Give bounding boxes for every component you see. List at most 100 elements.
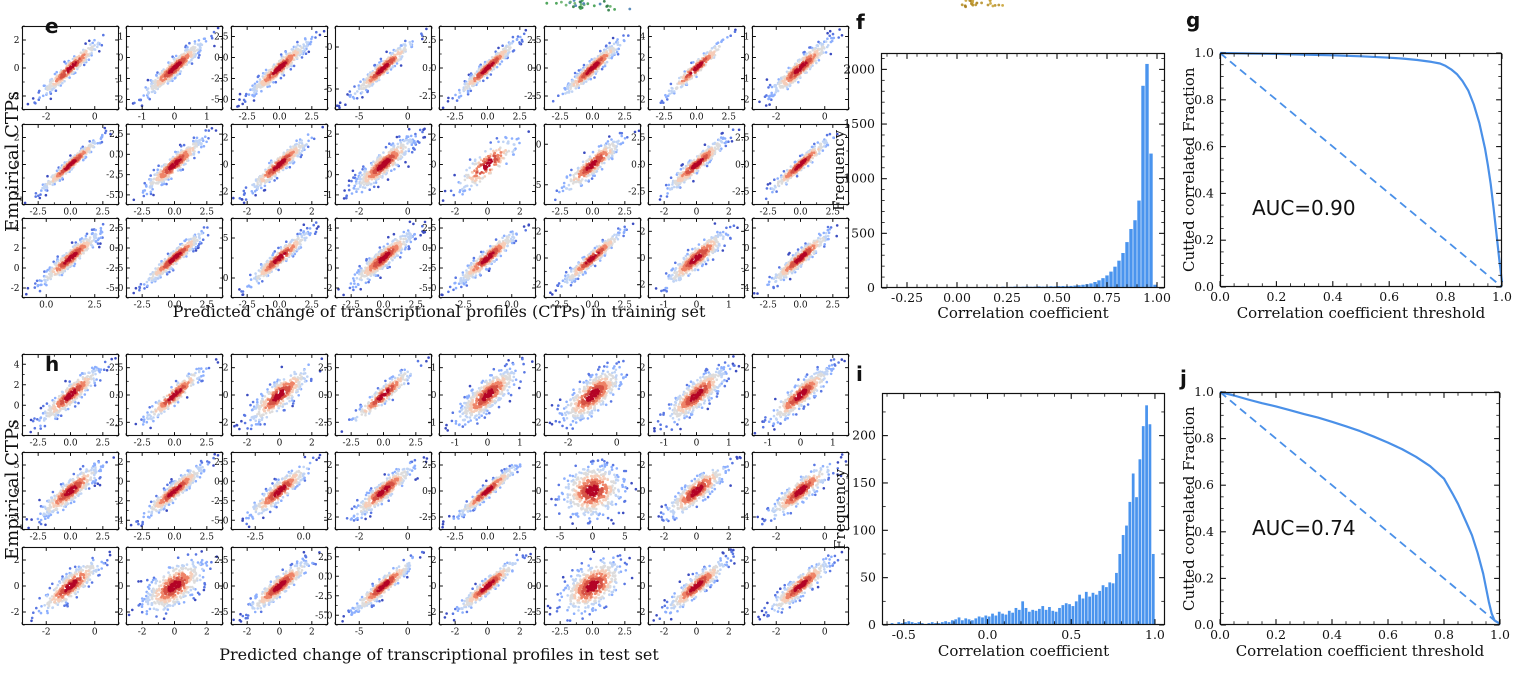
svg-text:-2: -2 [219, 188, 228, 198]
svg-text:-2: -2 [115, 96, 124, 106]
svg-text:2.5: 2.5 [721, 113, 736, 123]
scatter-subplot-e-r2-c5: -2 0 220-2 [428, 123, 537, 218]
panel-f-xlabel: Correlation coefficient [881, 304, 1165, 322]
scatter-subplot-h-r2-c3: -2.5 0.02.50.0-2.5-5.0 [211, 451, 328, 543]
scatter-subplot-h-r2-c2: -2.5 0.0 2.520-2-4 [115, 451, 224, 543]
scatter-subplot-h-r3-c7: -2 0 220-2 [637, 546, 746, 638]
scatter-subplot-e-r1-c2: -1 0 1 1 0 -1 -2 [115, 25, 224, 123]
panel-h-ylabel: Empirical CTPs [2, 354, 23, 625]
svg-text:0: 0 [276, 208, 282, 218]
svg-text:2.5: 2.5 [200, 208, 215, 218]
svg-text:-2.5: -2.5 [551, 113, 569, 123]
svg-text:-2.5: -2.5 [447, 113, 465, 123]
svg-text:0.0: 0.0 [527, 64, 542, 74]
svg-text:0.0: 0.0 [422, 64, 437, 74]
svg-text:-1: -1 [138, 113, 147, 123]
svg-text:1: 1 [744, 33, 750, 43]
svg-text:-2.5: -2.5 [419, 92, 437, 102]
svg-text:0.0: 0.0 [109, 150, 124, 160]
svg-text:-2: -2 [42, 113, 51, 123]
svg-text:2.5: 2.5 [214, 33, 229, 43]
scatter-subplot-h-r3-c3: -2 0 22.50.0-2.5 [211, 546, 328, 638]
scatter-subplot-e-r1-c1: -2 020-2 [11, 25, 120, 123]
green-cluster [545, 0, 632, 12]
svg-text:2: 2 [309, 208, 315, 218]
scatter-subplot-h-r3-c6: -2.5 0.0 2.52.50.0-2.5 [524, 546, 641, 638]
svg-text:0: 0 [640, 75, 646, 85]
panel-label-h: h [45, 352, 59, 376]
scatter-subplot-e-r3-c2: -2.5 0.0 2.52.50.0-2.5-5.0 [106, 217, 224, 311]
svg-text:4: 4 [640, 33, 646, 43]
scatter-subplot-e-r3-c3: -2.5 0.0 2.550 [222, 217, 328, 311]
scatter-subplot-h-r1-c4: -2.5 0.0 2.52.50.0-2.5 [315, 353, 433, 449]
svg-text:0.0: 0.0 [585, 113, 600, 123]
svg-text:-1: -1 [115, 75, 124, 85]
scatter-subplot-h-r2-c6: -5 0 520-2 [532, 451, 641, 543]
svg-text:0: 0 [744, 54, 750, 64]
scatter-subplot-h-r1-c5: -1 0 110-1 [428, 353, 537, 449]
svg-text:-2.5: -2.5 [29, 208, 47, 218]
top-edge-scatter-remnants [545, 0, 1004, 12]
svg-text:-5: -5 [355, 113, 364, 123]
panel-j-auc-annotation: AUC=0.74 [1252, 516, 1356, 540]
svg-text:-2.5: -2.5 [134, 208, 152, 218]
svg-text:-2.5: -2.5 [238, 113, 256, 123]
scatter-subplot-h-r3-c4: -5 02.50.0-2.5-5.0 [315, 546, 433, 638]
scatter-subplot-h-r2-c4: -2 020-2 [324, 451, 433, 543]
svg-text:-5.0: -5.0 [106, 191, 124, 201]
scatter-subplot-e-r1-c4: -5 0 0 -5 [324, 25, 433, 123]
svg-text:0: 0 [172, 113, 178, 123]
svg-text:-2.5: -2.5 [106, 171, 124, 181]
scatter-subplot-h-r2-c7: -2 0 220-2 [637, 451, 746, 543]
scatter-subplot-h-r1-c3: -2 0 220-2 [219, 353, 328, 449]
scatter-subplot-e-r1-c6: -2.5 0.0 2.5 2.5 0.0 -2.5 [524, 25, 641, 123]
svg-text:2.5: 2.5 [422, 36, 437, 46]
panel-e-xlabel: Predicted change of transcriptional prof… [89, 302, 789, 321]
svg-text:-5: -5 [324, 85, 333, 95]
scatter-subplot-h-r1-c2: -2.5 0.0 2.52.50.0-2.5 [106, 353, 224, 449]
scatter-subplot-h-r3-c5: -2 0 220-2 [428, 546, 537, 638]
scatter-subplot-e-r3-c5: -2.5 0.02.50.0-2.5-5.0 [419, 217, 537, 311]
panel-g-xlabel: Correlation coefficient threshold [1220, 304, 1502, 322]
svg-text:0.0: 0.0 [481, 113, 496, 123]
svg-text:1: 1 [118, 33, 124, 43]
scatter-subplot-h-r2-c1: -2.5 0.0 2.550-5 [11, 451, 120, 543]
scatter-subplot-h-r3-c2: -2 0 220-2 [115, 546, 224, 638]
scatter-subplot-h-r1-c7: -1 0 120-2 [637, 353, 746, 449]
svg-text:0.0: 0.0 [689, 113, 704, 123]
svg-text:1: 1 [204, 113, 210, 123]
svg-text:-2: -2 [242, 208, 251, 218]
svg-text:0: 0 [405, 113, 411, 123]
orange-cluster [960, 0, 1004, 9]
scatter-subplot-h-r2-c5: -2.5 0.0 2.52.50.0-2.5 [419, 451, 537, 543]
svg-text:2: 2 [222, 134, 228, 144]
panel-label-e: e [45, 14, 59, 38]
panel-label-g: g [1186, 8, 1200, 32]
scatter-subplot-e-r1-c5: -2.5 0.0 2.5 2.5 0.0 -2.5 [419, 25, 537, 123]
svg-text:2.5: 2.5 [527, 36, 542, 46]
panel-label-f: f [856, 10, 865, 34]
svg-text:2.5: 2.5 [513, 113, 528, 123]
svg-text:0.0: 0.0 [214, 54, 229, 64]
panel-label-i: i [856, 362, 863, 386]
scatter-subplot-h-r3-c1: -2 020-2 [11, 546, 120, 638]
scatter-subplot-e-r2-c2: -2.5 0.0 2.5 2.5 0.0 -2.5 -5.0 [106, 123, 224, 218]
svg-text:0: 0 [222, 161, 228, 171]
panel-h-xlabel: Predicted change of transcriptional prof… [89, 645, 789, 664]
svg-text:2.5: 2.5 [304, 113, 319, 123]
scatter-subplot-e-r3-c7: -1 0 120-2 [637, 217, 746, 311]
scatter-subplot-e-r1-c3: -2.5 0.0 2.5 2.5 0.0 -2.5 -5.0 [211, 25, 328, 123]
svg-text:-2: -2 [637, 96, 646, 106]
svg-text:2.5: 2.5 [96, 208, 111, 218]
svg-text:-2.5: -2.5 [211, 75, 229, 85]
svg-text:0: 0 [822, 113, 828, 123]
panel-f-histogram: -0.25 0.00 0.25 0.50 0.75 1.00050010001500200… [843, 52, 1171, 305]
scatter-subplot-e-r1-c7: -2.5 0.0 2.5 4 2 0 -2 [637, 25, 746, 123]
scatter-subplot-e-r2-c3: -2 0 2 2 0 -2 [219, 123, 328, 218]
scatter-subplot-h-r1-c6: -2 020-2 [532, 353, 641, 449]
svg-text:-2.5: -2.5 [655, 113, 673, 123]
scatter-subplot-e-r2-c6: -2.5 0.0 2.50-5 [532, 123, 641, 218]
